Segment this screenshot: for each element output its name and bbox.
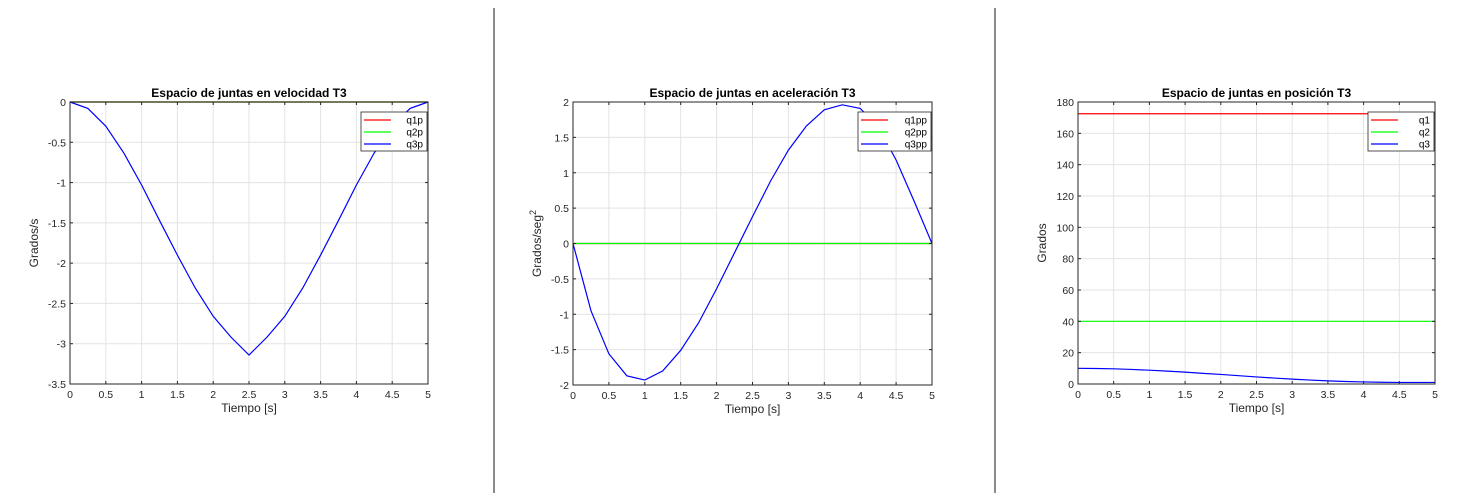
x-tick-label: 4.5: [889, 390, 904, 402]
y-tick-label: 60: [1062, 285, 1074, 297]
x-tick-label: 1.5: [673, 390, 688, 402]
legend-entry: q3p: [406, 140, 423, 151]
x-tick-label: 2: [714, 390, 720, 402]
x-tick-label: 2: [1218, 389, 1224, 401]
x-tick-label: 1: [642, 390, 648, 402]
x-tick-label: 1.5: [1178, 389, 1193, 401]
y-axis-label-text: Grados/s: [27, 219, 41, 268]
x-tick-label: 2.5: [1249, 389, 1264, 401]
x-tick-label: 3: [1289, 389, 1295, 401]
y-axis-label: Grados/s: [27, 219, 41, 268]
y-tick-label: -1: [57, 178, 66, 190]
x-tick-label: 2.5: [745, 390, 760, 402]
y-tick-label: 140: [1056, 160, 1074, 172]
x-tick-label: 2.5: [242, 389, 257, 401]
chart-title: Espacio de juntas en velocidad T3: [151, 86, 347, 100]
chart-title: Espacio de juntas en aceleración T3: [649, 86, 855, 100]
y-axis-label-text: Grados: [1035, 223, 1049, 262]
x-tick-label: 0: [67, 389, 73, 401]
x-tick-label: 5: [1432, 389, 1438, 401]
x-tick-label: 4: [1361, 389, 1367, 401]
x-tick-label: 4.5: [385, 389, 400, 401]
x-axis-label: Tiempo [s]: [1229, 401, 1285, 415]
y-axis-label-text: Grados/seg: [530, 215, 544, 277]
y-tick-label: -1: [560, 309, 569, 321]
x-tick-label: 1: [139, 389, 145, 401]
y-tick-label: 40: [1062, 316, 1074, 328]
y-tick-label: -2: [560, 380, 569, 392]
x-tick-label: 0: [570, 390, 576, 402]
x-tick-label: 0: [1075, 389, 1081, 401]
y-axis-label-superscript: 2: [528, 210, 538, 215]
y-tick-label: 160: [1056, 128, 1074, 140]
x-tick-label: 1: [1146, 389, 1152, 401]
legend-entry: q3pp: [905, 140, 928, 151]
x-tick-label: 5: [929, 390, 935, 402]
series-line-q3p: [69, 101, 429, 356]
y-tick-label: 120: [1056, 191, 1074, 203]
y-tick-label: 0.5: [554, 203, 569, 215]
y-tick-label: -1.5: [48, 218, 66, 230]
legend-entry: q1pp: [905, 116, 928, 127]
y-tick-label: 0: [1068, 379, 1074, 391]
x-tick-label: 3: [282, 389, 288, 401]
y-axis-label: Grados/seg2: [528, 210, 544, 277]
chart-title: Espacio de juntas en posición T3: [1162, 86, 1352, 100]
y-tick-label: 180: [1056, 97, 1074, 109]
y-tick-label: 1: [563, 168, 569, 180]
x-axis-label: Tiempo [s]: [725, 402, 781, 416]
y-tick-label: -1.5: [551, 345, 569, 357]
y-tick-label: -2: [57, 258, 66, 270]
x-tick-label: 4: [857, 390, 863, 402]
y-tick-label: 1.5: [554, 132, 569, 144]
y-tick-label: 80: [1062, 254, 1074, 266]
panel-divider-right: [994, 8, 996, 493]
y-tick-label: -3: [57, 339, 66, 351]
x-tick-label: 3.5: [313, 389, 328, 401]
x-tick-label: 0.5: [1106, 389, 1121, 401]
x-tick-label: 1.5: [170, 389, 185, 401]
legend-entry: q3: [1419, 140, 1431, 151]
x-tick-label: 3: [785, 390, 791, 402]
x-tick-label: 5: [425, 389, 431, 401]
x-tick-label: 0.5: [98, 389, 113, 401]
y-tick-label: 0: [563, 239, 569, 251]
x-axis-label: Tiempo [s]: [221, 401, 277, 415]
legend-entry: q2: [1419, 128, 1431, 139]
x-tick-label: 4: [353, 389, 359, 401]
legend-entry: q1p: [406, 116, 423, 127]
x-tick-label: 4.5: [1392, 389, 1407, 401]
legend-entry: q2pp: [905, 128, 928, 139]
y-tick-label: -3.5: [48, 379, 66, 391]
y-tick-label: -0.5: [551, 274, 569, 286]
y-tick-label: 0: [60, 97, 66, 109]
series-line-q3: [1077, 367, 1435, 384]
panel-divider-left: [493, 8, 495, 493]
y-tick-label: 2: [563, 97, 569, 109]
y-tick-label: 100: [1056, 222, 1074, 234]
x-tick-label: 3.5: [1321, 389, 1336, 401]
legend-entry: q1: [1419, 116, 1431, 127]
y-axis-label: Grados: [1035, 223, 1049, 262]
x-tick-label: 2: [210, 389, 216, 401]
legend-entry: q2p: [406, 128, 423, 139]
y-tick-label: -0.5: [48, 137, 66, 149]
x-tick-label: 0.5: [602, 390, 617, 402]
x-tick-label: 3.5: [817, 390, 832, 402]
y-tick-label: 20: [1062, 348, 1074, 360]
y-tick-label: -2.5: [48, 298, 66, 310]
